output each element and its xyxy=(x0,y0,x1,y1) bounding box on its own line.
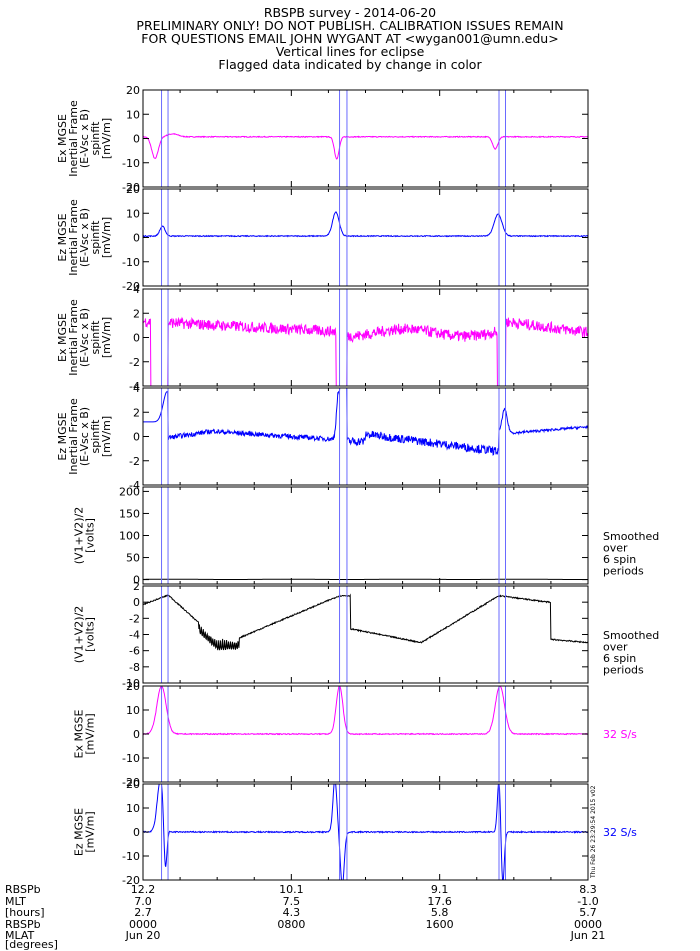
y-tick-label: 2 xyxy=(133,406,140,419)
series-line xyxy=(143,386,588,455)
eph-label-rbspb-1: RBSPb xyxy=(5,884,41,896)
series-line xyxy=(143,212,588,237)
y-tick-label: 4 xyxy=(133,283,140,296)
y-axis-label: [mV/m] xyxy=(100,217,113,258)
y-tick-label: 10 xyxy=(126,207,140,220)
y-tick-label: 4 xyxy=(133,382,140,395)
eph-col-1: 10.1 7.5 4.3 0800 xyxy=(261,884,321,930)
y-axis-label: [mV/m] xyxy=(84,713,97,754)
series-line xyxy=(143,318,588,393)
eph-value: 5.8 xyxy=(410,907,470,919)
panel-frame xyxy=(143,189,588,286)
y-tick-label: 20 xyxy=(126,778,140,791)
right-annotation: 32 S/s xyxy=(603,826,637,839)
y-tick-label: -10 xyxy=(122,157,140,170)
eph-value: Jun 21 xyxy=(558,930,618,942)
y-tick-label: 2 xyxy=(133,307,140,320)
y-axis-label: [volts] xyxy=(84,617,97,652)
plot-timestamp: Thu Feb 26 23:29:54 2015 v02 xyxy=(590,785,597,879)
eph-col-3: 8.3 -1.0 5.7 0000 Jun 21 xyxy=(558,884,618,942)
eph-value: 1600 xyxy=(410,919,470,931)
y-tick-label: 20 xyxy=(126,84,140,97)
eph-value: 4.3 xyxy=(261,907,321,919)
series-line xyxy=(143,134,588,159)
y-tick-label: 20 xyxy=(126,680,140,693)
y-tick-label: -4 xyxy=(129,629,140,642)
panel-5: 200150100500(V1+V2)/2[volts]Smoothedover… xyxy=(73,485,660,586)
panel-frame xyxy=(143,90,588,187)
y-tick-label: 50 xyxy=(126,552,140,565)
series-line xyxy=(143,686,588,735)
eph-col-0: 12.2 7.0 2.7 0000 Jun 20 xyxy=(113,884,173,942)
eph-value: 8.3 xyxy=(558,884,618,896)
y-tick-label: 20 xyxy=(126,183,140,196)
y-tick-label: -6 xyxy=(129,645,140,658)
y-tick-label: -10 xyxy=(122,752,140,765)
y-tick-label: 0 xyxy=(133,133,140,146)
y-tick-label: -2 xyxy=(129,356,140,369)
right-annotation: periods xyxy=(603,565,644,578)
y-axis-label: [mV/m] xyxy=(100,118,113,159)
y-tick-label: -10 xyxy=(122,850,140,863)
panel-6: 20-2-4-6-8-10(V1+V2)/2[volts]Smoothedove… xyxy=(73,580,660,690)
y-tick-label: 2 xyxy=(133,580,140,593)
eph-value: 9.1 xyxy=(410,884,470,896)
y-axis-label: [volts] xyxy=(84,518,97,553)
panel-frame xyxy=(143,586,588,683)
y-axis-label: [mV/m] xyxy=(100,317,113,358)
y-tick-label: -2 xyxy=(129,612,140,625)
y-tick-label: 200 xyxy=(119,485,140,498)
eph-col-2: 9.1 17.6 5.8 1600 xyxy=(410,884,470,930)
series-line xyxy=(143,595,588,650)
y-tick-label: -2 xyxy=(129,455,140,468)
y-axis-label: [mV/m] xyxy=(84,811,97,852)
right-annotation: 32 S/s xyxy=(603,728,637,741)
y-axis-label: [mV/m] xyxy=(100,416,113,457)
right-annotation: periods xyxy=(603,664,644,677)
y-tick-label: 10 xyxy=(126,108,140,121)
y-tick-label: -10 xyxy=(122,256,140,269)
eph-value: Jun 20 xyxy=(113,930,173,942)
y-tick-label: 0 xyxy=(133,826,140,839)
eph-value: 10.1 xyxy=(261,884,321,896)
y-tick-label: 0 xyxy=(133,431,140,444)
y-tick-label: 0 xyxy=(133,232,140,245)
y-tick-label: -8 xyxy=(129,661,140,674)
y-tick-label: 10 xyxy=(126,802,140,815)
eph-value: 2.7 xyxy=(113,907,173,919)
eph-label-hours: [hours] xyxy=(5,907,45,919)
y-tick-label: 10 xyxy=(126,704,140,717)
eph-label-degrees: [degrees] xyxy=(5,939,58,951)
eph-value: 0800 xyxy=(261,919,321,931)
eph-value: 12.2 xyxy=(113,884,173,896)
y-tick-label: 150 xyxy=(119,507,140,520)
series-line xyxy=(143,779,588,885)
y-tick-label: 100 xyxy=(119,530,140,543)
panel-frame xyxy=(143,487,588,584)
y-tick-label: 0 xyxy=(133,596,140,609)
eph-value: 5.7 xyxy=(558,907,618,919)
y-tick-label: 0 xyxy=(133,332,140,345)
y-tick-label: 0 xyxy=(133,728,140,741)
